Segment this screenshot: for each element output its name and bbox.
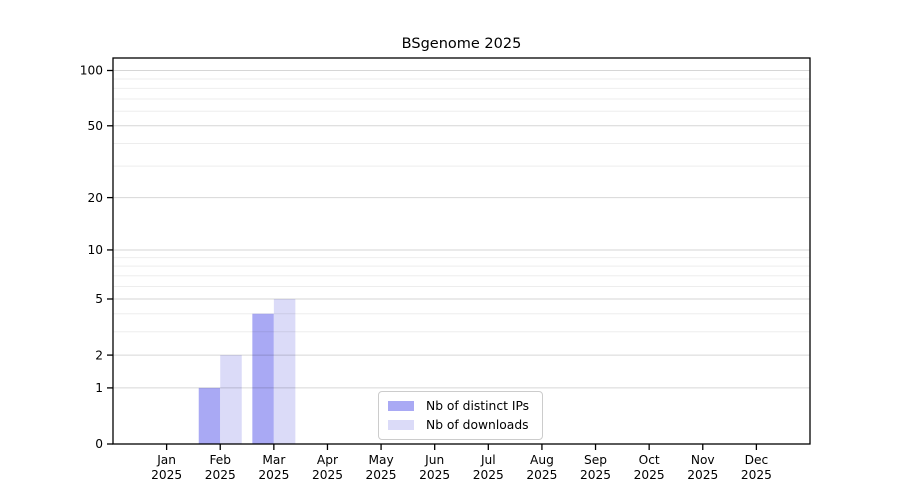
x-tick-label-year-dec: 2025 xyxy=(741,468,772,482)
bar-nb-of-distinct-ips-mar xyxy=(252,313,274,444)
legend-swatch xyxy=(388,420,414,430)
y-tick-label-5: 5 xyxy=(95,292,103,306)
x-tick-label-year-apr: 2025 xyxy=(312,468,343,482)
bar-nb-of-downloads-mar xyxy=(273,298,296,444)
legend-item-nb-of-distinct-ips: Nb of distinct IPs xyxy=(388,398,529,414)
y-tick-label-0: 0 xyxy=(95,437,103,451)
x-tick-label-year-jun: 2025 xyxy=(419,468,450,482)
chart-title: BSgenome 2025 xyxy=(401,36,522,52)
x-tick-label-year-sep: 2025 xyxy=(580,468,611,482)
legend: Nb of distinct IPs Nb of downloads xyxy=(378,391,544,440)
y-tick-label-2: 2 xyxy=(95,348,103,362)
x-tick-label-year-nov: 2025 xyxy=(687,468,718,482)
x-tick-label-year-feb: 2025 xyxy=(205,468,236,482)
x-tick-label-year-jan: 2025 xyxy=(151,468,182,482)
x-tick-label-month-oct: Oct xyxy=(639,453,660,467)
x-tick-label-month-jun: Jun xyxy=(424,453,444,467)
x-tick-label-year-jul: 2025 xyxy=(473,468,504,482)
bar-nb-of-distinct-ips-feb xyxy=(198,387,221,444)
y-tick-label-100: 100 xyxy=(80,64,103,78)
x-tick-label-month-aug: Aug xyxy=(530,453,554,467)
y-tick-label-10: 10 xyxy=(87,243,103,257)
x-tick-label-month-may: May xyxy=(368,453,393,467)
x-tick-label-month-apr: Apr xyxy=(317,453,339,467)
x-tick-label-year-aug: 2025 xyxy=(526,468,557,482)
y-tick-label-1: 1 xyxy=(95,381,103,395)
legend-label: Nb of distinct IPs xyxy=(426,399,530,413)
x-tick-label-month-dec: Dec xyxy=(745,453,769,467)
x-tick-label-month-jan: Jan xyxy=(156,453,176,467)
y-tick-label-20: 20 xyxy=(87,191,103,205)
x-tick-label-month-jul: Jul xyxy=(480,453,496,467)
legend-item-nb-of-downloads: Nb of downloads xyxy=(388,417,529,433)
x-tick-label-month-nov: Nov xyxy=(691,453,715,467)
plot-border xyxy=(112,57,811,445)
x-tick-label-year-may: 2025 xyxy=(366,468,397,482)
x-tick-label-year-mar: 2025 xyxy=(258,468,289,482)
x-tick-label-month-mar: Mar xyxy=(262,453,286,467)
x-tick-label-month-sep: Sep xyxy=(584,453,607,467)
x-tick-label-month-feb: Feb xyxy=(209,453,231,467)
legend-swatch xyxy=(388,401,414,411)
bar-nb-of-downloads-feb xyxy=(220,355,242,444)
y-tick-label-50: 50 xyxy=(87,119,103,133)
legend-label: Nb of downloads xyxy=(426,418,529,432)
x-tick-label-year-oct: 2025 xyxy=(634,468,665,482)
